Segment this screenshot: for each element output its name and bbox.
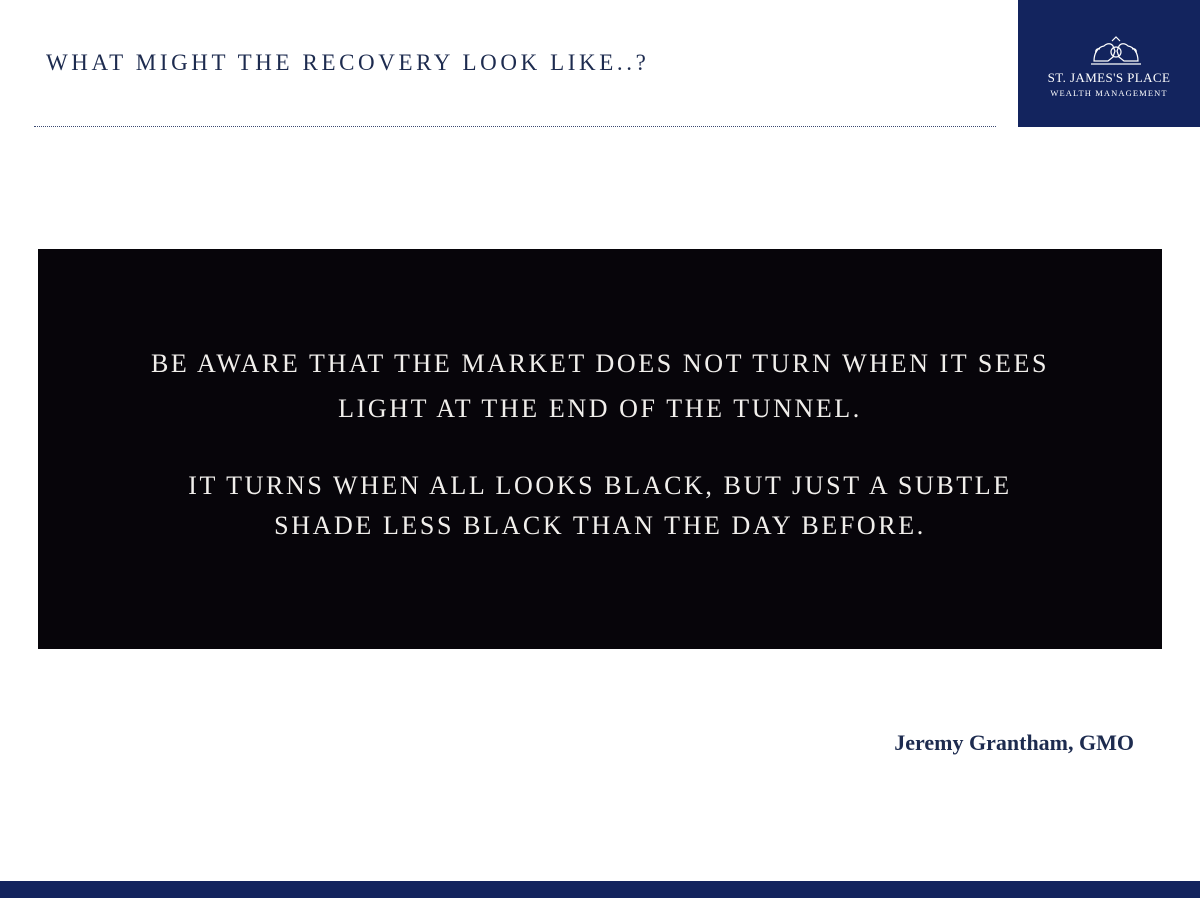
quote-attribution: Jeremy Grantham, GMO: [894, 730, 1134, 755]
quote-line: IT TURNS WHEN ALL LOOKS BLACK, BUT JUST …: [188, 471, 1012, 500]
quote-line: BE AWARE THAT THE MARKET DOES NOT TURN W…: [150, 349, 1050, 378]
brand-logo: ST. JAMES'S PLACE WEALTH MANAGEMENT: [1018, 0, 1200, 127]
footer-bar: [0, 881, 1200, 898]
slide-title: WHAT MIGHT THE RECOVERY LOOK LIKE..?: [46, 50, 650, 75]
logo-subtitle: WEALTH MANAGEMENT: [1050, 88, 1168, 98]
title-divider: [34, 126, 996, 127]
quote-panel: BE AWARE THAT THE MARKET DOES NOT TURN W…: [38, 249, 1162, 649]
crest-icon: [1091, 36, 1141, 65]
quote-line: LIGHT AT THE END OF THE TUNNEL.: [338, 394, 862, 423]
logo-name: ST. JAMES'S PLACE: [1047, 70, 1171, 85]
quote-line: SHADE LESS BLACK THAN THE DAY BEFORE.: [274, 511, 926, 540]
